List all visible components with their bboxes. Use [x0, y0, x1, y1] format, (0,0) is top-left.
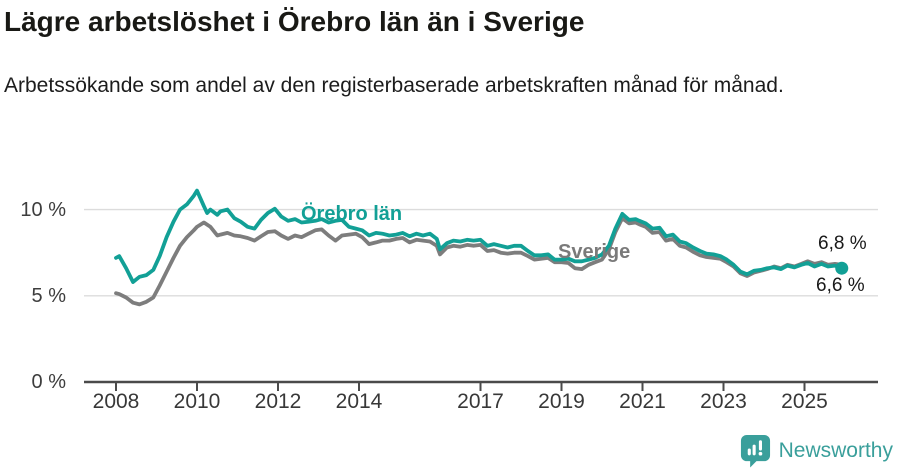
- x-tick-label: 2023: [700, 390, 747, 413]
- x-tick-label: 2008: [92, 390, 140, 413]
- x-tick-label: 2012: [254, 390, 302, 413]
- end-value-label-orebro: 6,6 %: [816, 275, 865, 296]
- series-end-dot: [835, 261, 849, 275]
- x-tick-label: 2017: [457, 390, 504, 413]
- x-tick-label: 2014: [335, 390, 383, 413]
- y-tick-label: 0 %: [31, 371, 66, 393]
- exclamation-dot: [758, 451, 762, 456]
- x-tick-label: 2021: [619, 390, 666, 413]
- exclamation-stem: [758, 440, 762, 451]
- series-line--rebro-l-n: [114, 188, 844, 284]
- chart-title: Lägre arbetslöshet i Örebro län än i Sve…: [4, 6, 585, 37]
- bar-tall: [752, 444, 756, 456]
- bar-small: [747, 448, 751, 456]
- y-tick-label: 10 %: [20, 198, 66, 221]
- series-label-sverige: Sverige: [558, 241, 631, 263]
- series-line-sverige: [114, 216, 844, 307]
- chart-subtitle: Arbetssökande som andel av den registerb…: [4, 74, 784, 97]
- y-tick-label: 5 %: [31, 284, 66, 307]
- newsworthy-wordmark: Newsworthy: [778, 439, 893, 462]
- x-tick-label: 2019: [538, 390, 585, 413]
- newsworthy-logo: Newsworthy: [739, 433, 893, 468]
- newsworthy-logo-icon: [740, 434, 770, 468]
- end-value-label-sverige: 6,8 %: [818, 233, 867, 254]
- x-tick-label: 2010: [173, 390, 221, 413]
- series-label-orebro: Örebro län: [301, 203, 403, 225]
- x-tick-label: 2025: [781, 390, 828, 413]
